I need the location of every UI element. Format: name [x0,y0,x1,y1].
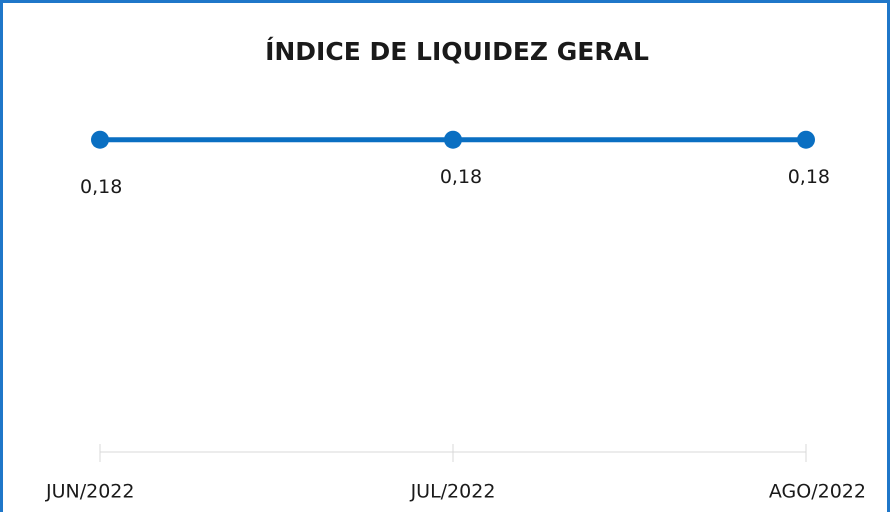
point [797,130,815,149]
x-tick-label: JUN/2022 [45,481,134,503]
point [444,130,462,149]
data-label: 0,18 [80,176,122,198]
chart-title: ÍNDICE DE LIQUIDEZ GERAL [265,37,649,66]
data-label: 0,18 [788,166,830,188]
point [91,130,109,149]
x-tick-label: JUL/2022 [410,481,496,503]
x-tick-label: AGO/2022 [769,481,866,503]
data-label: 0,18 [440,166,482,188]
